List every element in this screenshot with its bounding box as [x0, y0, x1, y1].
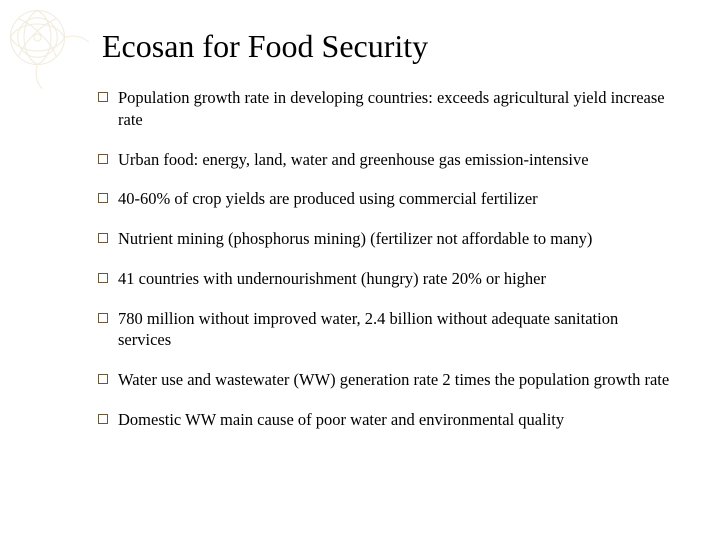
- slide-title: Ecosan for Food Security: [102, 28, 672, 65]
- bullet-text: Nutrient mining (phosphorus mining) (fer…: [118, 228, 672, 250]
- square-bullet-icon: [98, 374, 108, 384]
- square-bullet-icon: [98, 154, 108, 164]
- square-bullet-icon: [98, 313, 108, 323]
- list-item: Water use and wastewater (WW) generation…: [98, 369, 672, 391]
- bullet-text: Water use and wastewater (WW) generation…: [118, 369, 672, 391]
- square-bullet-icon: [98, 273, 108, 283]
- bullet-text: Domestic WW main cause of poor water and…: [118, 409, 672, 431]
- bullet-text: 41 countries with undernourishment (hung…: [118, 268, 672, 290]
- list-item: 40-60% of crop yields are produced using…: [98, 188, 672, 210]
- bullet-text: 40-60% of crop yields are produced using…: [118, 188, 672, 210]
- list-item: Population growth rate in developing cou…: [98, 87, 672, 131]
- bullet-text: Urban food: energy, land, water and gree…: [118, 149, 672, 171]
- list-item: 780 million without improved water, 2.4 …: [98, 308, 672, 352]
- bullet-list: Population growth rate in developing cou…: [98, 87, 672, 431]
- list-item: 41 countries with undernourishment (hung…: [98, 268, 672, 290]
- bullet-text: Population growth rate in developing cou…: [118, 87, 672, 131]
- slide-container: Ecosan for Food Security Population grow…: [0, 0, 720, 540]
- list-item: Urban food: energy, land, water and gree…: [98, 149, 672, 171]
- list-item: Nutrient mining (phosphorus mining) (fer…: [98, 228, 672, 250]
- square-bullet-icon: [98, 92, 108, 102]
- square-bullet-icon: [98, 233, 108, 243]
- list-item: Domestic WW main cause of poor water and…: [98, 409, 672, 431]
- square-bullet-icon: [98, 414, 108, 424]
- square-bullet-icon: [98, 193, 108, 203]
- bullet-text: 780 million without improved water, 2.4 …: [118, 308, 672, 352]
